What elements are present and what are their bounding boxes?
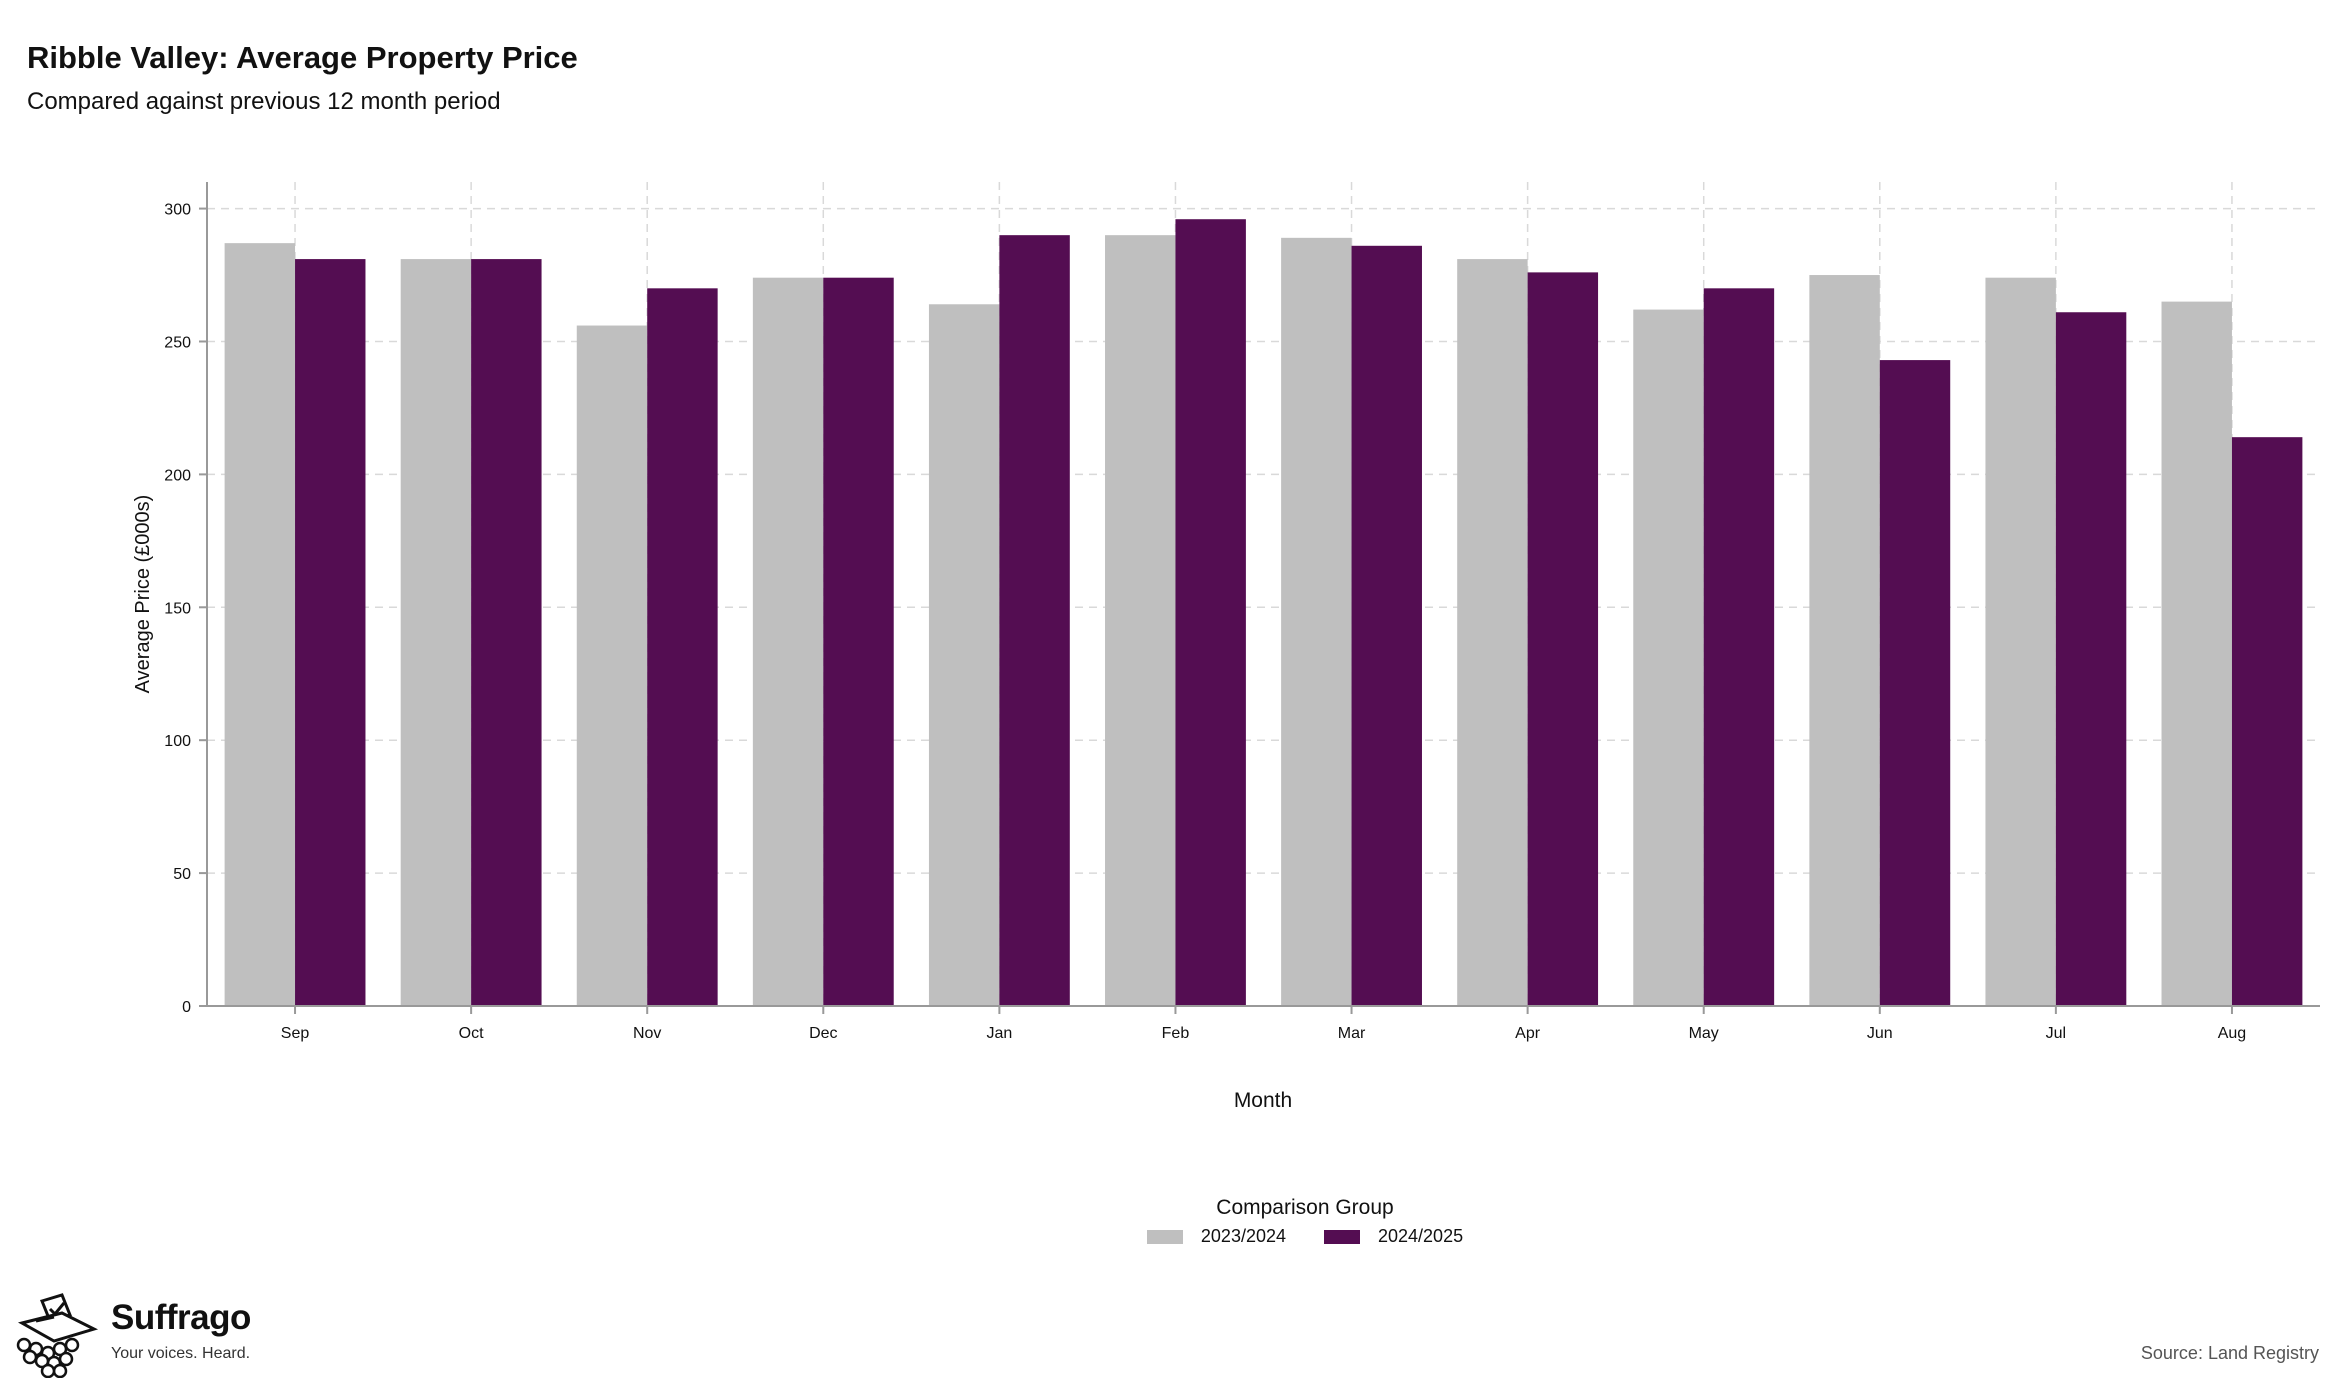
- legend-swatch: [1146, 1229, 1183, 1244]
- x-tick-label: Sep: [281, 1025, 310, 1042]
- bar-2023-2024-apr: [1457, 259, 1528, 1006]
- bar-2023-2024-aug: [2161, 301, 2232, 1006]
- x-tick-label: Jan: [986, 1025, 1012, 1042]
- x-tick-label: Apr: [1515, 1025, 1541, 1042]
- y-tick-label: 200: [164, 467, 191, 484]
- y-tick-label: 150: [164, 600, 191, 617]
- y-tick-label: 0: [182, 999, 191, 1016]
- x-tick-label: Feb: [1162, 1025, 1190, 1042]
- bar-2024-2025-oct: [471, 259, 542, 1006]
- bar-2024-2025-jan: [999, 235, 1070, 1007]
- bar-2024-2025-apr: [1527, 272, 1599, 1006]
- y-tick-label: 50: [173, 866, 191, 883]
- bar-chart: 0 50 100 150 200 250 300 Sep Oct Nov Dec Jan Feb Mar A…: [132, 182, 2320, 1112]
- chart-title: Ribble Valley: Average Property Price: [27, 40, 578, 75]
- bar-2023-2024-mar: [1281, 237, 1352, 1007]
- bar-2024-2025-feb: [1175, 219, 1246, 1007]
- x-tick-label: Jul: [2046, 1025, 2066, 1042]
- bars: [224, 219, 2303, 1007]
- brand-logo: Suffrago Your voices. Heard.: [14, 1293, 314, 1378]
- ballot-box-icon: [16, 1293, 99, 1378]
- tick-labels: 0 50 100 150 200 250 300 Sep Oct Nov Dec Jan Feb Mar A…: [164, 202, 2246, 1042]
- bar-2024-2025-dec: [823, 277, 894, 1006]
- bar-2023-2024-nov: [576, 325, 648, 1006]
- y-axis-label: Average Price (£000s): [132, 495, 154, 694]
- bar-2023-2024-jul: [1985, 277, 2056, 1006]
- brand-tagline: Your voices. Heard.: [111, 1345, 251, 1362]
- bar-2024-2025-sep: [295, 259, 366, 1006]
- x-tick-label: Dec: [809, 1025, 837, 1042]
- y-tick-label: 300: [164, 202, 191, 219]
- bar-2023-2024-may: [1633, 309, 1704, 1006]
- bar-2024-2025-jul: [2055, 312, 2127, 1007]
- bar-2023-2024-jun: [1809, 275, 1880, 1007]
- bar-2023-2024-jan: [928, 304, 1000, 1006]
- chart-subtitle: Compared against previous 12 month perio…: [27, 88, 501, 115]
- legend-label: 2024/2025: [1378, 1226, 1464, 1246]
- legend-item-2023-2024: 2023/2024: [1146, 1226, 1286, 1247]
- x-tick-label: Mar: [1338, 1025, 1366, 1042]
- bar-2024-2025-jun: [1879, 360, 1951, 1006]
- legend-item-2024-2025: 2024/2025: [1324, 1226, 1463, 1247]
- bar-2024-2025-mar: [1351, 245, 1422, 1006]
- bar-2023-2024-sep: [224, 243, 296, 1006]
- legend-swatch: [1324, 1229, 1360, 1244]
- legend-label: 2023/2024: [1200, 1226, 1286, 1246]
- x-tick-label: Jun: [1867, 1025, 1893, 1042]
- legend-title: Comparison Group: [1216, 1196, 1394, 1219]
- bar-2023-2024-feb: [1105, 235, 1176, 1007]
- bar-2023-2024-dec: [752, 277, 824, 1006]
- bar-2023-2024-oct: [400, 259, 472, 1006]
- x-tick-label: Nov: [633, 1025, 661, 1042]
- bar-2024-2025-nov: [647, 288, 718, 1006]
- x-tick-label: May: [1689, 1025, 1719, 1042]
- source-note: Source: Land Registry: [2140, 1343, 2319, 1363]
- y-tick-label: 250: [164, 334, 191, 351]
- brand-name: Suffrago: [111, 1298, 251, 1337]
- x-axis-label: Month: [1234, 1089, 1292, 1112]
- axes: [206, 182, 2320, 1007]
- legend: Comparison Group 2023/2024 2024/2025: [1080, 1196, 1530, 1247]
- bar-2024-2025-aug: [2231, 437, 2303, 1006]
- x-tick-label: Oct: [459, 1025, 484, 1042]
- bar-2024-2025-may: [1703, 288, 1775, 1006]
- y-tick-label: 100: [164, 733, 191, 750]
- x-tick-label: Aug: [2218, 1025, 2246, 1042]
